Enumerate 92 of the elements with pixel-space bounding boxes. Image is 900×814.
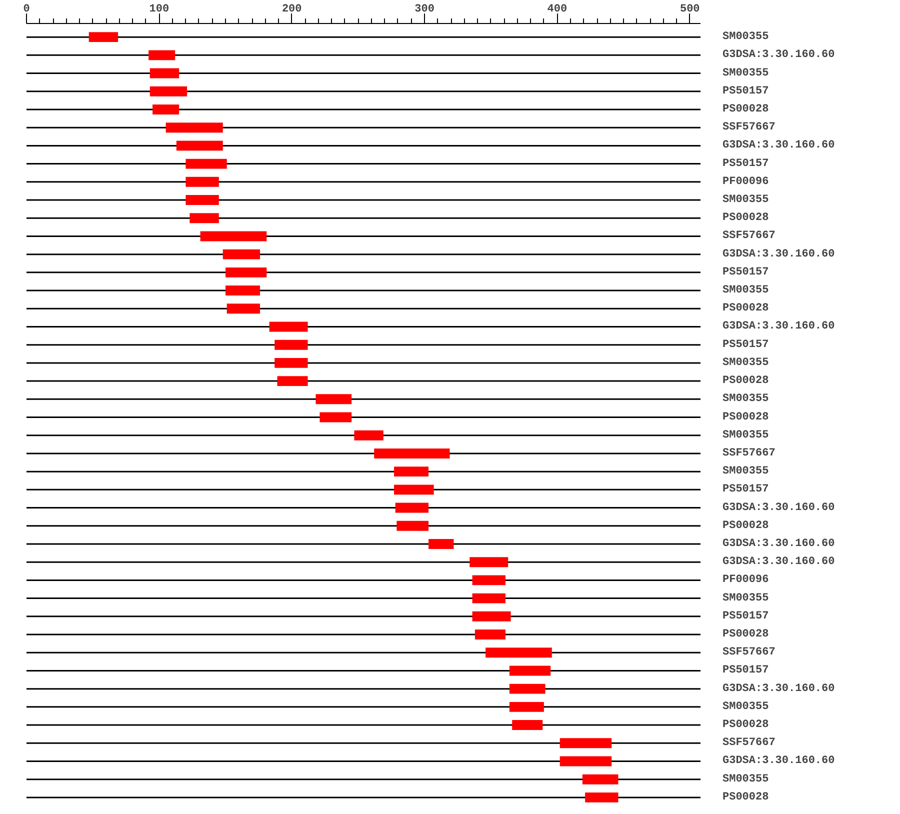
y-tick-label: SM00355 (722, 393, 770, 406)
y-tick-label: G3DSA:3.30.160.60 (722, 755, 835, 768)
bar (472, 593, 506, 604)
bar (222, 249, 260, 260)
bar (394, 484, 434, 495)
y-tick-label: SM00355 (722, 356, 770, 369)
y-tick-label: PS00028 (722, 212, 770, 224)
y-tick-label: PS50157 (722, 85, 769, 98)
bar (486, 648, 552, 658)
y-tick-label: G3DSA:3.30.160.60 (722, 140, 835, 152)
y-tick-label: SSF57667 (722, 122, 776, 134)
y-tick-label: PS00028 (722, 791, 770, 804)
y-tick-label: G3DSA:3.30.160.60 (722, 538, 835, 550)
bar (186, 158, 227, 169)
x-tick-label: 0 (23, 4, 30, 16)
y-tick-label: SM00355 (722, 592, 770, 604)
bar (374, 448, 450, 458)
y-tick-label: G3DSA:3.30.160.60 (722, 248, 835, 260)
bar (274, 340, 308, 350)
y-tick-label: SSF57667 (722, 737, 776, 750)
y-tick-label: SM00355 (722, 284, 770, 297)
bar (512, 720, 543, 730)
y-tick-label: SM00355 (722, 31, 770, 44)
y-tick-label: PS50157 (722, 664, 769, 677)
y-tick-label: PS00028 (722, 375, 770, 388)
bar (186, 195, 219, 205)
bar (428, 539, 454, 549)
bar (585, 792, 618, 802)
bar (269, 322, 308, 332)
bar (509, 702, 544, 712)
bar (474, 630, 506, 640)
bar (472, 575, 506, 586)
bar (560, 738, 612, 748)
y-tick-label: G3DSA:3.30.160.60 (722, 556, 835, 568)
bar (560, 756, 612, 766)
bar (150, 86, 188, 96)
bar (226, 286, 260, 296)
y-tick-label: G3DSA:3.30.160.60 (722, 682, 835, 695)
y-tick-label: PS00028 (722, 628, 770, 641)
y-tick-label: PS00028 (722, 103, 770, 116)
bar (88, 32, 118, 42)
bar (186, 176, 219, 187)
bar (316, 394, 352, 404)
y-tick-label: SM00355 (722, 429, 770, 442)
bar (190, 213, 219, 224)
y-tick-label: PS50157 (722, 484, 769, 496)
bar (470, 557, 508, 568)
y-tick-label: PS00028 (722, 719, 770, 732)
y-tick-label: PF00096 (722, 574, 769, 586)
bar (166, 122, 223, 133)
y-tick-label: PF00096 (722, 176, 769, 188)
bar (277, 376, 308, 386)
y-tick-label: SSF57667 (722, 447, 776, 460)
bar (226, 304, 260, 314)
x-tick-label: 300 (414, 4, 434, 16)
bar (148, 50, 176, 60)
y-tick-label: PS50157 (722, 158, 769, 170)
bar (320, 412, 352, 422)
y-tick-label: PS50157 (722, 610, 769, 622)
y-tick-label: G3DSA:3.30.160.60 (722, 49, 835, 62)
bar (274, 358, 308, 368)
x-tick-label: 400 (547, 4, 568, 16)
y-tick-label: SSF57667 (722, 646, 776, 659)
y-tick-label: SM00355 (722, 466, 770, 478)
y-tick-label: SM00355 (722, 700, 770, 713)
bar (394, 466, 429, 477)
bar (200, 231, 267, 242)
y-tick-label: PS00028 (722, 302, 770, 315)
y-tick-label: SM00355 (722, 194, 770, 206)
bar (509, 666, 551, 676)
bar (354, 430, 384, 440)
bar (395, 502, 429, 513)
bar (582, 774, 618, 784)
y-tick-label: SSF57667 (722, 230, 776, 242)
bar (396, 520, 429, 531)
bar (226, 267, 267, 278)
bar (509, 684, 546, 694)
y-tick-label: PS50157 (722, 338, 769, 351)
bar (150, 68, 180, 78)
y-tick-label: PS00028 (722, 411, 770, 424)
bar (152, 104, 180, 114)
x-tick-label: 200 (282, 4, 302, 16)
y-tick-label: PS00028 (722, 520, 770, 532)
y-tick-label: G3DSA:3.30.160.60 (722, 502, 835, 514)
bar (176, 140, 223, 151)
bar (472, 611, 511, 622)
y-tick-label: SM00355 (722, 773, 770, 786)
x-tick-label: 500 (680, 4, 700, 16)
y-tick-label: SM00355 (722, 67, 770, 80)
y-tick-label: PS50157 (722, 266, 769, 278)
x-tick-label: 100 (149, 4, 170, 16)
y-tick-label: G3DSA:3.30.160.60 (722, 320, 835, 333)
